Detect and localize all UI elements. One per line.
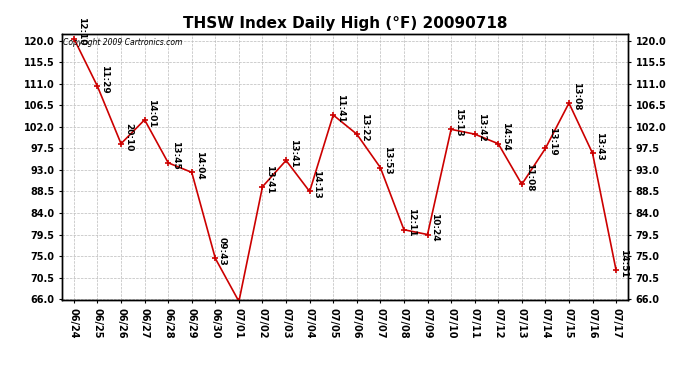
Text: 11:41: 11:41 (336, 94, 345, 123)
Text: Copyright 2009 Cartronics.com: Copyright 2009 Cartronics.com (63, 38, 183, 47)
Text: 12:10: 12:10 (77, 17, 86, 46)
Text: 13:53: 13:53 (383, 146, 392, 175)
Text: 13:45: 13:45 (171, 141, 180, 170)
Text: 11:29: 11:29 (100, 65, 109, 94)
Text: 14:01: 14:01 (148, 99, 157, 127)
Text: 14:13: 14:13 (313, 170, 322, 199)
Text: 13:22: 13:22 (359, 113, 368, 141)
Text: 13:43: 13:43 (595, 132, 604, 160)
Text: 10:24: 10:24 (431, 213, 440, 242)
Text: 12:11: 12:11 (406, 209, 415, 237)
Text: 13:42: 13:42 (477, 113, 486, 141)
Text: 15:13: 15:13 (454, 108, 463, 137)
Text: 13:41: 13:41 (265, 165, 274, 194)
Text: 13:41: 13:41 (289, 139, 298, 168)
Text: 14:51: 14:51 (619, 249, 628, 278)
Text: 13:19: 13:19 (548, 127, 557, 156)
Title: THSW Index Daily High (°F) 20090718: THSW Index Daily High (°F) 20090718 (183, 16, 507, 31)
Text: 14:54: 14:54 (501, 122, 510, 151)
Text: 14:04: 14:04 (195, 151, 204, 180)
Text: 09:43: 09:43 (218, 237, 227, 266)
Text: 20:10: 20:10 (124, 123, 132, 151)
Text: 12:07: 12:07 (0, 374, 1, 375)
Text: 11:08: 11:08 (524, 163, 533, 192)
Text: 13:08: 13:08 (572, 82, 581, 110)
